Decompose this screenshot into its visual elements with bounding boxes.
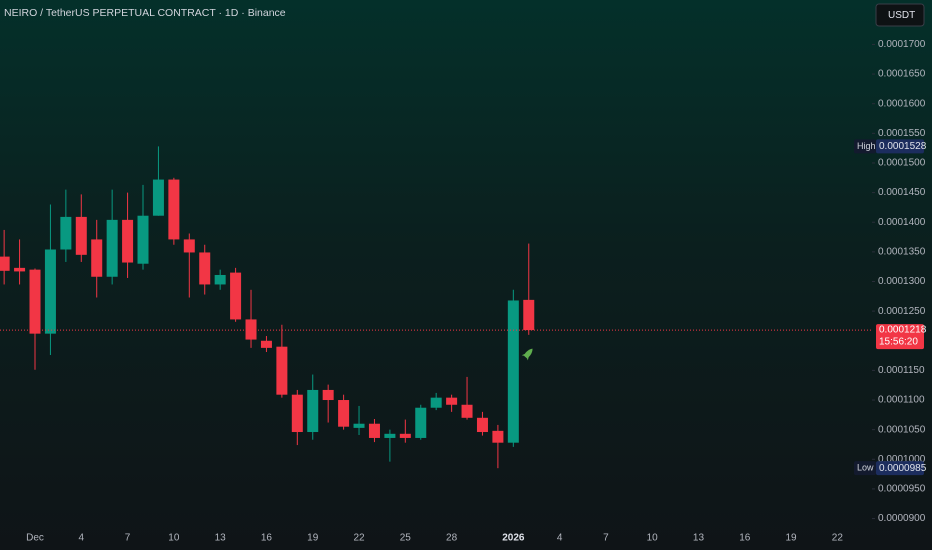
candle-body xyxy=(476,417,488,433)
candle-body xyxy=(199,252,211,285)
candle-body xyxy=(430,397,442,408)
y-tick-label: 0.0001450 xyxy=(878,187,926,198)
candle-body xyxy=(507,300,519,443)
candle-body xyxy=(461,404,473,418)
candle-body xyxy=(446,397,458,405)
candle-body xyxy=(353,423,365,428)
x-tick-label: 10 xyxy=(647,533,659,544)
last-price-box xyxy=(876,324,924,350)
candle-body xyxy=(415,407,427,438)
candle-body xyxy=(14,267,26,272)
x-tick-label: 22 xyxy=(832,533,844,544)
y-tick-label: 0.0001050 xyxy=(878,424,926,435)
x-tick-label: 28 xyxy=(446,533,458,544)
y-tick-label: 0.0001500 xyxy=(878,158,926,169)
y-tick-label: 0.0001250 xyxy=(878,306,926,317)
y-tick-label: 0.0000900 xyxy=(878,513,926,524)
candle-body xyxy=(214,274,226,285)
candle-body xyxy=(230,272,242,320)
candle-body xyxy=(260,340,272,348)
candle-body xyxy=(137,215,149,264)
x-tick-label: 19 xyxy=(307,533,319,544)
candle-body xyxy=(29,269,41,334)
candle-body xyxy=(307,389,319,433)
low-value-label: 0.0000985 xyxy=(879,463,927,474)
candle-body xyxy=(523,299,535,331)
high-tag-label: High xyxy=(857,141,876,151)
low-tag-label: Low xyxy=(857,463,874,473)
candle-body xyxy=(44,249,56,334)
y-tick-label: 0.0001000 xyxy=(878,454,926,465)
candle-body xyxy=(245,319,257,340)
y-tick-label: 0.0001300 xyxy=(878,276,926,287)
y-tick-label: 0.0001400 xyxy=(878,217,926,228)
candle-body xyxy=(122,219,134,263)
low-tag-box xyxy=(854,461,876,476)
y-tick-label: 0.0001650 xyxy=(878,69,926,80)
y-tick-label: 0.0001600 xyxy=(878,98,926,109)
y-tick-label: 0.0001700 xyxy=(878,39,926,50)
high-value-label: 0.0001528 xyxy=(879,141,927,152)
candle-body xyxy=(368,423,380,438)
candle-body xyxy=(322,389,334,401)
y-tick-label: 0.0001100 xyxy=(878,395,925,406)
high-value-box xyxy=(876,139,924,154)
candle-body xyxy=(0,256,10,271)
x-tick-label: 13 xyxy=(215,533,227,544)
x-tick-label: 19 xyxy=(786,533,798,544)
candle-body xyxy=(276,346,288,395)
candle-body xyxy=(152,179,164,216)
candle-body xyxy=(399,433,411,438)
x-tick-label: 25 xyxy=(400,533,412,544)
candle-body xyxy=(168,179,180,240)
chart-title: NEIRO / TetherUS PERPETUAL CONTRACT · 1D… xyxy=(4,7,286,19)
x-tick-label: 10 xyxy=(168,533,180,544)
x-tick-label: 4 xyxy=(557,533,563,544)
countdown-label: 15:56:20 xyxy=(879,337,918,348)
currency-button[interactable] xyxy=(875,3,925,27)
x-tick-label: 7 xyxy=(125,533,131,544)
x-tick-label: 4 xyxy=(79,533,85,544)
y-tick-label: 0.0001550 xyxy=(878,128,926,139)
candle-body xyxy=(183,239,195,253)
currency-label[interactable]: USDT xyxy=(888,10,915,21)
x-tick-label: 7 xyxy=(603,533,609,544)
candle-body xyxy=(60,216,72,250)
candle-body xyxy=(492,430,504,443)
last-price-label: 0.0001218 xyxy=(879,325,927,336)
candle-body xyxy=(91,239,103,277)
x-tick-label: 16 xyxy=(261,533,273,544)
candle-body xyxy=(338,400,350,427)
y-tick-label: 0.0001150 xyxy=(878,365,925,376)
y-tick-label: 0.0000950 xyxy=(878,484,926,495)
candle-body xyxy=(75,216,87,255)
y-tick-label: 0.0001350 xyxy=(878,247,926,258)
x-tick-label: 2026 xyxy=(502,533,525,544)
candle-body xyxy=(106,219,118,277)
x-tick-label: 13 xyxy=(693,533,705,544)
candle-body xyxy=(291,394,303,433)
high-tag-box xyxy=(854,139,876,154)
low-value-box xyxy=(876,461,924,476)
x-tick-label: Dec xyxy=(26,533,44,544)
x-tick-label: 22 xyxy=(353,533,365,544)
candle-body xyxy=(384,433,396,438)
x-tick-label: 16 xyxy=(739,533,751,544)
rocket-icon xyxy=(521,348,533,361)
